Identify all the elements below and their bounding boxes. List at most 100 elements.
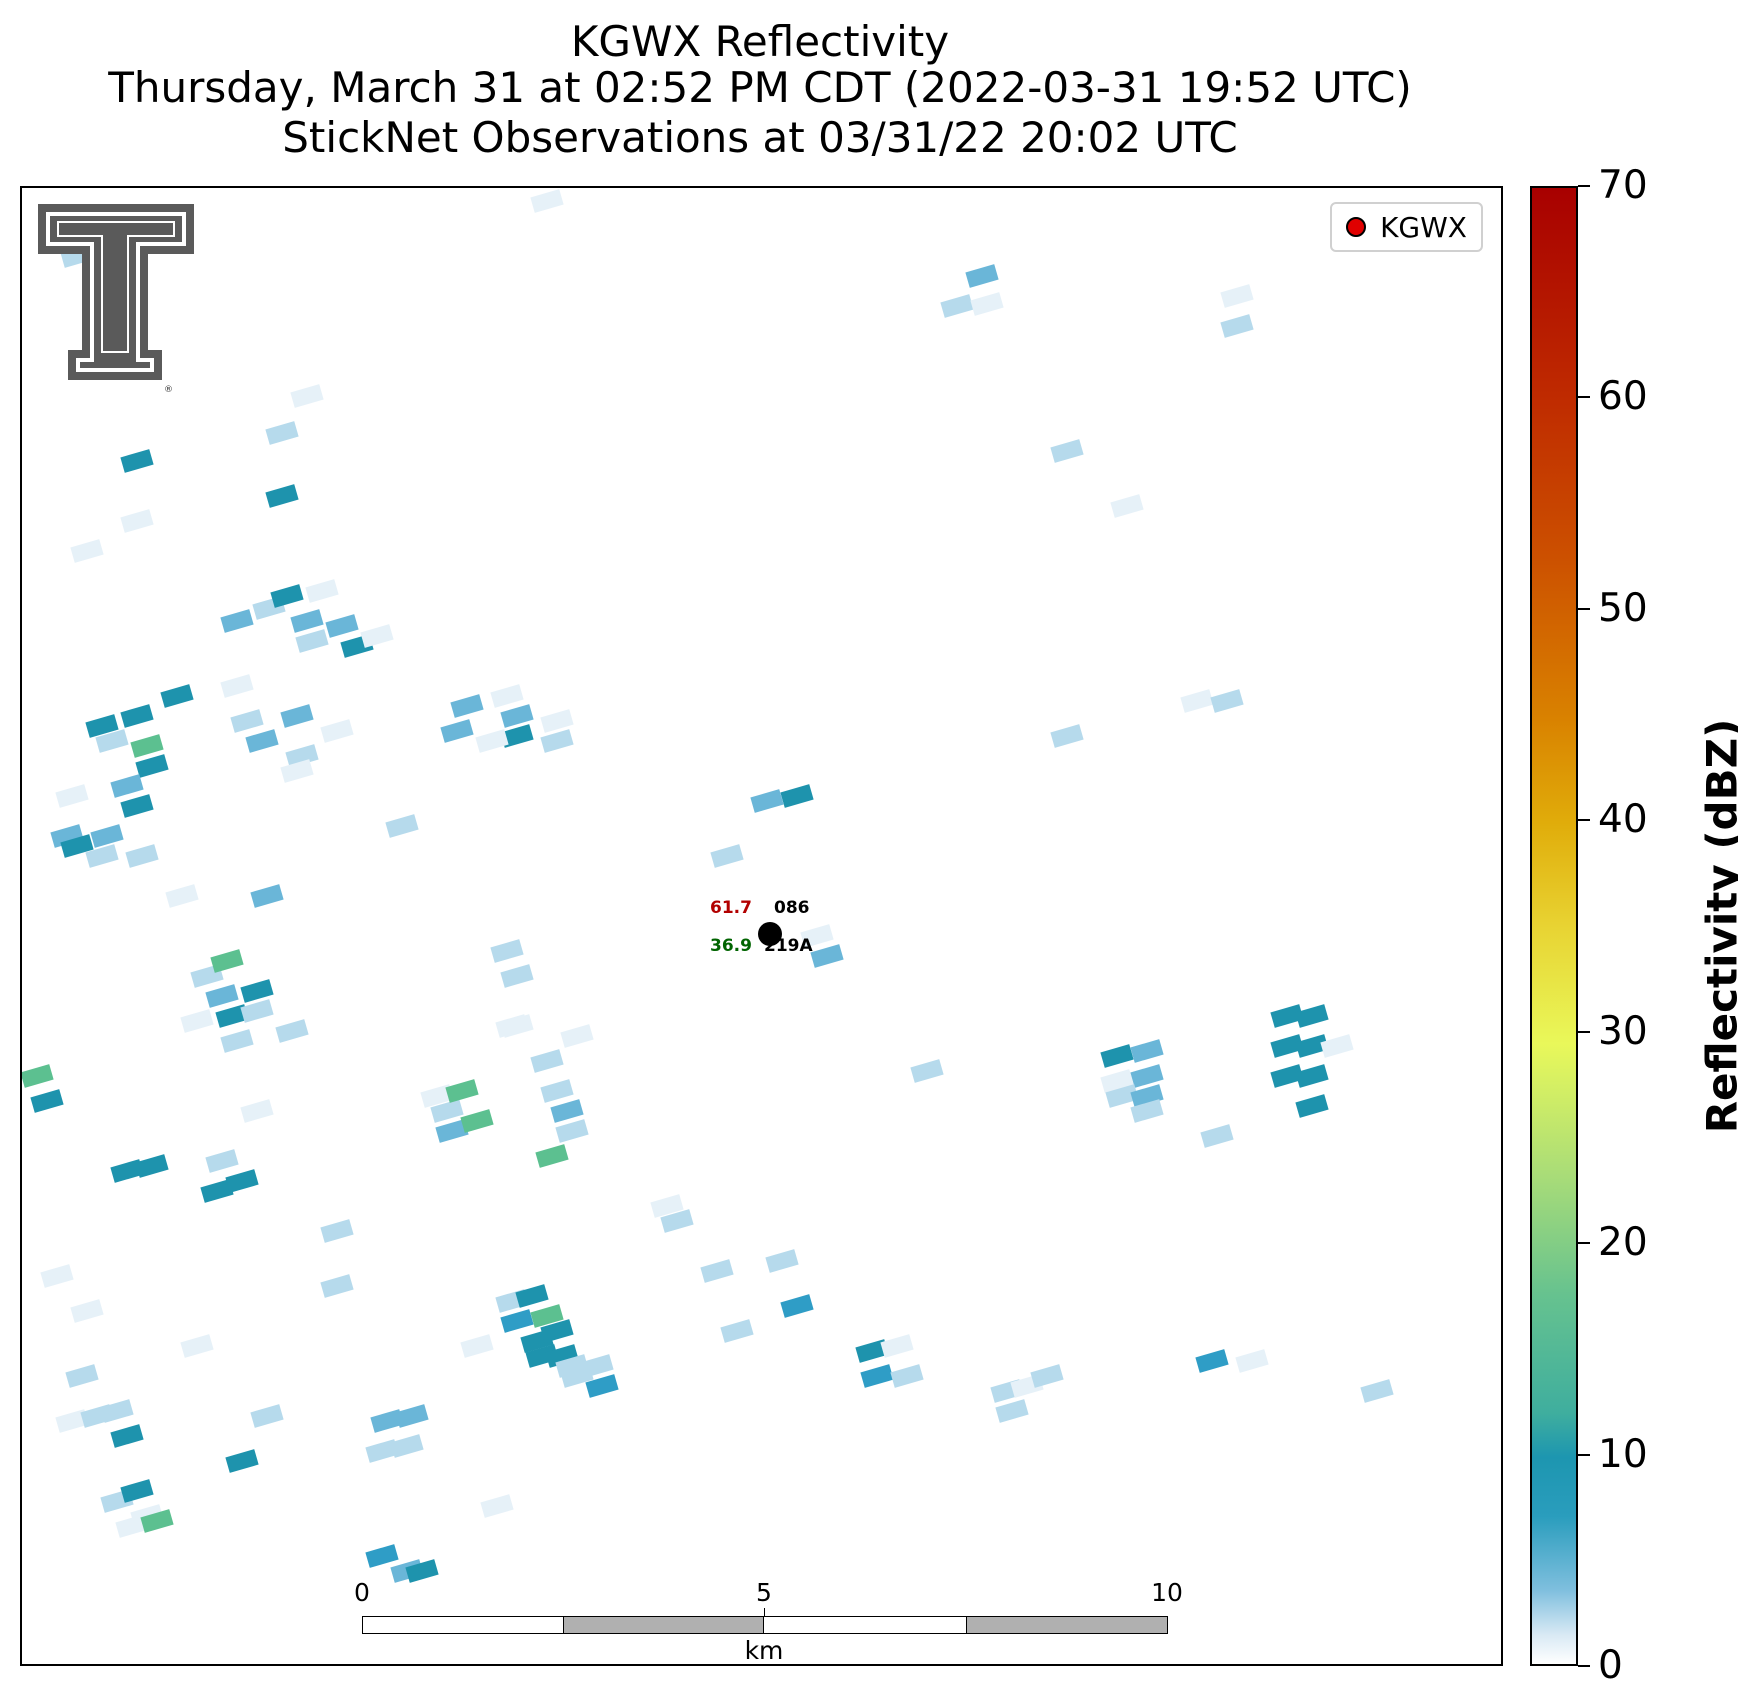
reflectivity-cell xyxy=(390,1434,424,1458)
reflectivity-cell xyxy=(1030,1364,1064,1388)
reflectivity-cell xyxy=(95,729,129,753)
reflectivity-cell xyxy=(1105,1084,1139,1108)
reflectivity-cell xyxy=(440,719,474,743)
reflectivity-cell xyxy=(1110,494,1144,518)
colorbar-tick-label: 60 xyxy=(1598,374,1648,420)
reflectivity-cell xyxy=(540,729,574,753)
reflectivity-cell xyxy=(780,1294,814,1318)
reflectivity-cell xyxy=(1130,1064,1164,1088)
reflectivity-cell xyxy=(1295,1094,1329,1118)
reflectivity-cell xyxy=(120,509,154,533)
reflectivity-cell xyxy=(320,1274,354,1298)
reflectivity-cell xyxy=(1320,1034,1354,1058)
reflectivity-cell xyxy=(115,1514,149,1538)
reflectivity-cell xyxy=(750,789,784,813)
colorbar-tick xyxy=(1578,607,1590,610)
reflectivity-cell xyxy=(240,979,274,1003)
reflectivity-cell xyxy=(800,924,834,948)
reflectivity-cell xyxy=(450,694,484,718)
reflectivity-cell xyxy=(85,714,119,738)
reflectivity-cell xyxy=(555,1119,589,1143)
map-title: KGWX Reflectivity xyxy=(570,17,950,66)
reflectivity-cell xyxy=(215,1004,249,1028)
reflectivity-cell xyxy=(220,674,254,698)
colorbar-tick-label: 10 xyxy=(1598,1431,1648,1477)
reflectivity-cell xyxy=(1270,1034,1304,1058)
reflectivity-cell xyxy=(110,1424,144,1448)
reflectivity-cell xyxy=(1050,724,1084,748)
reflectivity-cell xyxy=(200,1179,234,1203)
reflectivity-cell xyxy=(180,1334,214,1358)
reflectivity-cell xyxy=(65,1364,99,1388)
reflectivity-cell xyxy=(490,684,524,708)
reflectivity-cell xyxy=(1180,689,1214,713)
reflectivity-cell xyxy=(265,421,299,445)
reflectivity-cell xyxy=(285,744,319,768)
reflectivity-cell xyxy=(110,774,144,798)
reflectivity-cell xyxy=(460,1334,494,1358)
colorbar-tick-label: 50 xyxy=(1598,585,1648,631)
reflectivity-cell xyxy=(220,609,254,633)
reflectivity-cell xyxy=(530,1049,564,1073)
reflectivity-cell xyxy=(205,1149,239,1173)
reflectivity-cell xyxy=(110,1159,144,1183)
reflectivity-cell xyxy=(365,1439,399,1463)
reflectivity-cell xyxy=(120,704,154,728)
map-legend: KGWX xyxy=(1330,202,1483,252)
reflectivity-cell xyxy=(1130,1039,1164,1063)
reflectivity-cell xyxy=(370,1409,404,1433)
scale-unit: km xyxy=(744,1636,784,1665)
reflectivity-cell xyxy=(205,984,239,1008)
reflectivity-cell xyxy=(550,1099,584,1123)
reflectivity-cell xyxy=(360,624,394,648)
colorbar-tick xyxy=(1578,1030,1590,1033)
reflectivity-colorbar xyxy=(1530,186,1578,1666)
reflectivity-cell xyxy=(530,189,564,213)
colorbar-title: Reflectivity (dBZ) xyxy=(1697,718,1738,1134)
reflectivity-cell xyxy=(295,629,329,653)
reflectivity-cell xyxy=(480,1494,514,1518)
radar-marker-icon xyxy=(1346,217,1367,237)
colorbar-tick-label: 20 xyxy=(1598,1220,1648,1266)
reflectivity-cell xyxy=(500,724,534,748)
reflectivity-cell xyxy=(970,292,1004,316)
reflectivity-cell xyxy=(70,1299,104,1323)
map-subtitle-observations: StickNet Observations at 03/31/22 20:02 … xyxy=(282,113,1238,162)
reflectivity-cell xyxy=(280,759,314,783)
reflectivity-cell xyxy=(120,1479,154,1503)
reflectivity-cell xyxy=(280,704,314,728)
reflectivity-cell xyxy=(1100,1044,1134,1068)
reflectivity-cell xyxy=(540,1079,574,1103)
reflectivity-cell xyxy=(910,1059,944,1083)
radar-map: ® KGWX 61.7 086 36.9 219A 0 5 10 km xyxy=(20,186,1503,1666)
reflectivity-cell xyxy=(965,264,999,288)
colorbar-tick-label: 0 xyxy=(1598,1643,1623,1688)
reflectivity-cell xyxy=(1195,1349,1229,1373)
reflectivity-cell xyxy=(160,684,194,708)
reflectivity-cell xyxy=(460,1109,494,1133)
reflectivity-cell xyxy=(55,1409,89,1433)
reflectivity-cell xyxy=(85,844,119,868)
reflectivity-cell xyxy=(265,484,299,508)
reflectivity-cell xyxy=(535,1144,569,1168)
reflectivity-cell xyxy=(500,1309,534,1333)
reflectivity-cell xyxy=(1295,1034,1329,1058)
reflectivity-cell xyxy=(890,1364,924,1388)
reflectivity-cell xyxy=(320,719,354,743)
reflectivity-cell xyxy=(55,784,89,808)
colorbar-tick-label: 70 xyxy=(1598,163,1648,208)
reflectivity-cell xyxy=(940,294,974,318)
reflectivity-cell xyxy=(780,784,814,808)
reflectivity-cell xyxy=(225,1169,259,1193)
colorbar-tick xyxy=(1578,396,1590,399)
reflectivity-cell xyxy=(385,814,419,838)
reflectivity-cell xyxy=(1220,284,1254,308)
legend-label: KGWX xyxy=(1380,210,1467,244)
reflectivity-cell xyxy=(40,1264,74,1288)
reflectivity-cell xyxy=(100,1399,134,1423)
reflectivity-cell xyxy=(70,539,104,563)
reflectivity-cell xyxy=(490,939,524,963)
reflectivity-cell xyxy=(270,584,304,608)
reflectivity-cell xyxy=(250,1404,284,1428)
reflectivity-cell xyxy=(135,754,169,778)
